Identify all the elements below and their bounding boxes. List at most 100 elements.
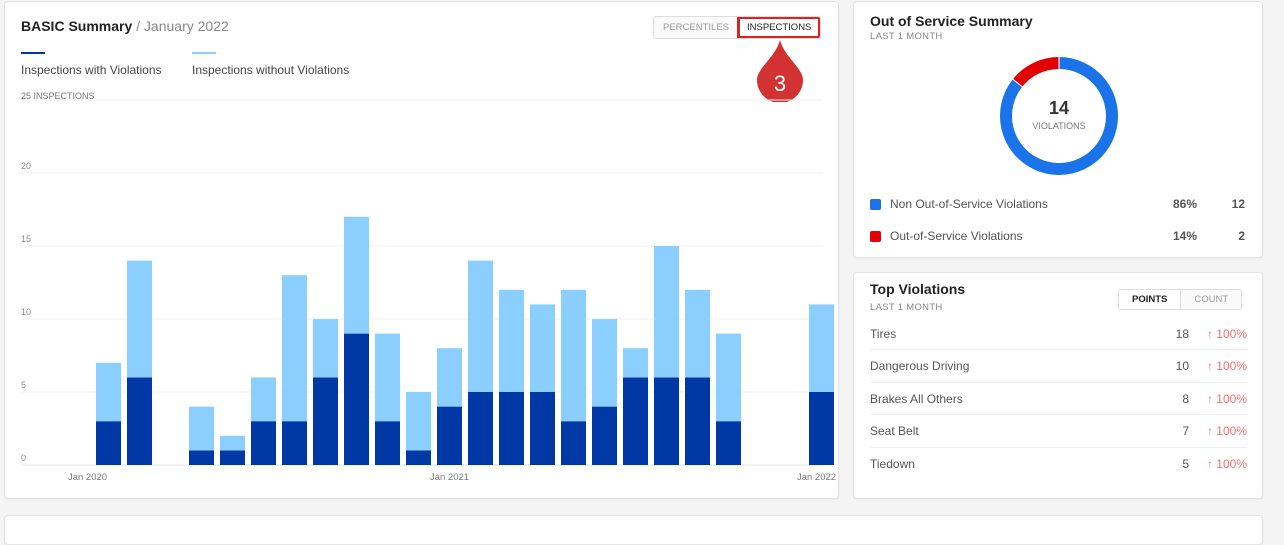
donut-segment [1013,57,1059,87]
y-tick-label: 20 [21,161,31,171]
bar-with-violations [406,450,431,465]
label: Non Out-of-Service Violations [890,197,1048,211]
violation-change: ↑ 100% [1206,359,1247,373]
violation-name: Tires [870,326,897,341]
violation-change: ↑ 100% [1206,424,1247,438]
bar-without-violations [189,406,214,451]
legend-without-violations: Inspections without Violations [192,52,349,77]
y-tick-label: 15 [21,234,31,244]
x-tick-label: Jan 2022 [797,472,836,483]
count-button[interactable]: COUNT [1180,290,1242,309]
violation-name: Tiedown [870,457,915,471]
bottom-card [4,515,1263,545]
legend-oos: Out-of-Service Violations 14% 2 [870,229,1245,243]
bar-without-violations [499,289,524,392]
bar-without-violations [96,362,121,422]
bar-without-violations [251,377,276,422]
top-subtitle: LAST 1 MONTH [870,302,943,313]
bar-without-violations [623,348,648,378]
violation-change: ↑ 100% [1206,326,1247,341]
bar-without-violations [313,319,338,378]
bar-without-violations [406,392,431,451]
bar-with-violations [127,377,152,465]
x-tick-label: Jan 2021 [430,472,469,483]
percentiles-button[interactable]: PERCENTILES [654,17,738,38]
bar-with-violations [499,392,524,465]
swatch [870,230,881,242]
bar-with-violations [716,421,741,465]
violation-row: Seat Belt 7 ↑ 100% [870,416,1247,448]
count: 12 [1231,197,1245,211]
x-tick-label: Jan 2020 [68,472,107,483]
basic-title: BASIC Summary / January 2022 [21,18,229,34]
y-tick-label: 5 [21,380,26,390]
inspections-button[interactable]: INSPECTIONS [736,17,821,38]
bar-without-violations [685,289,710,378]
step-callout-marker: 3 [757,40,803,102]
view-toggle: PERCENTILES INSPECTIONS [653,16,822,39]
violation-change: ↑ 100% [1206,457,1247,471]
bar-with-violations [654,377,679,465]
top-violations-card: Top Violations LAST 1 MONTH POINTS COUNT… [853,272,1263,499]
oos-subtitle: LAST 1 MONTH [870,31,943,42]
bar-without-violations [127,260,152,378]
violation-value: 10 [1175,359,1189,373]
bar-without-violations [530,304,555,392]
bar-without-violations [437,348,462,407]
legend-non-oos: Non Out-of-Service Violations 86% 12 [870,197,1245,211]
violation-row: Brakes All Others 8 ↑ 100% [870,383,1247,415]
violation-value: 18 [1175,326,1189,341]
out-of-service-card: Out of Service Summary LAST 1 MONTH 14 V… [853,1,1263,258]
bar-with-violations [437,406,462,465]
period-text: / January 2022 [136,18,229,34]
violation-row: Tiedown 5 ↑ 100% [870,448,1247,480]
pct: 14% [1172,229,1197,243]
bar-with-violations [468,392,493,465]
inspections-chart: 0 5 10 15 20 Jan 2020 Jan 2021 Jan 2022 [21,99,836,483]
violation-name: Dangerous Driving [870,359,970,373]
bar-without-violations [809,304,834,392]
violation-row: Dangerous Driving 10 ↑ 100% [870,351,1247,383]
bar-with-violations [344,333,369,465]
y-axis-label: 25 INSPECTIONS [21,91,95,101]
y-tick-label: 0 [21,453,26,463]
bar-without-violations [654,246,679,378]
bar-with-violations [375,421,400,465]
bar-without-violations [220,435,245,451]
count: 2 [1238,229,1245,243]
bar-with-violations [282,421,307,465]
label: Out-of-Service Violations [890,229,1023,243]
bar-without-violations [282,275,307,422]
top-title: Top Violations [870,281,966,297]
bar-with-violations [530,392,555,465]
oos-title: Out of Service Summary [870,13,1033,29]
y-tick-label: 10 [21,307,31,317]
legend-label: Inspections with Violations [21,63,162,77]
legend-with-violations: Inspections with Violations [21,52,162,77]
bar-without-violations [561,289,586,422]
violation-value: 7 [1182,424,1189,438]
donut-total: 14 [1048,98,1070,118]
bar-with-violations [251,421,276,465]
bar-without-violations [716,333,741,422]
legend-label: Inspections without Violations [192,63,350,77]
bar-with-violations [313,377,338,465]
violation-name: Seat Belt [870,424,919,438]
bar-with-violations [220,450,245,465]
title-text: BASIC Summary [21,18,133,34]
bar-with-violations [592,406,617,465]
donut-segment [1000,57,1118,175]
bar-without-violations [592,319,617,407]
bar-with-violations [685,377,710,465]
donut-total-label: VIOLATIONS [1032,121,1086,131]
violation-row: Tires 18 ↑ 100% [870,318,1247,350]
metric-toggle: POINTS COUNT [1118,289,1243,310]
bar-with-violations [96,421,121,465]
bar-with-violations [623,377,648,465]
bar-with-violations [561,421,586,465]
bar-without-violations [344,216,369,334]
points-button[interactable]: POINTS [1119,290,1181,309]
basic-summary-card: BASIC Summary / January 2022 PERCENTILES… [4,1,839,499]
pct: 86% [1172,197,1197,211]
violation-name: Brakes All Others [870,391,963,406]
